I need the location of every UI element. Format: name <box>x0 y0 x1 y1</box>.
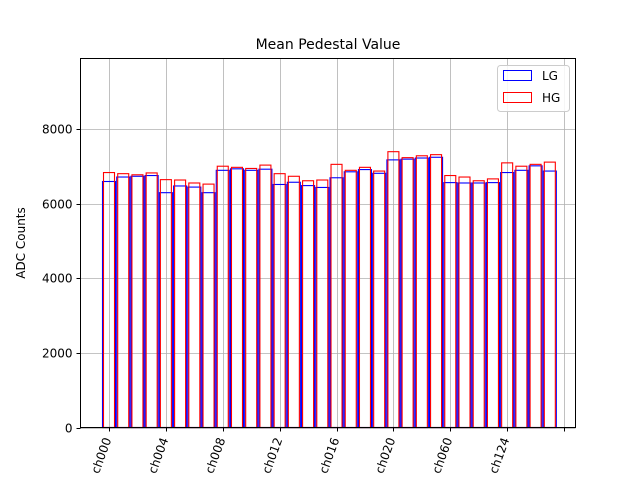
bar-lg-23 <box>429 156 444 429</box>
bar-lg-18 <box>357 169 373 429</box>
bar-hg-31 <box>543 161 556 429</box>
x-tick-label: ch060 <box>429 436 455 476</box>
bar-hg-4 <box>159 179 172 429</box>
y-tick-label: 4000 <box>42 272 73 286</box>
legend-label-hg: HG <box>542 91 560 105</box>
bar-lg-27 <box>485 182 500 429</box>
bar-lg-4 <box>158 192 173 429</box>
legend-box <box>497 65 570 112</box>
bar-lg-14 <box>301 185 316 429</box>
bar-hg-17 <box>344 169 357 429</box>
legend-swatch-lg <box>503 70 532 81</box>
grid-lines <box>80 58 576 429</box>
bar-lg-1 <box>116 176 131 429</box>
x-tick-label: ch016 <box>316 436 342 476</box>
legend: LG HG <box>497 65 570 112</box>
bar-hg-29 <box>515 165 528 429</box>
y-axis-label: ADC Counts <box>14 207 28 279</box>
bar-hg-10 <box>245 167 258 429</box>
bar-lg-11 <box>258 168 273 429</box>
bar-hg-1 <box>117 173 130 429</box>
bar-hg-0 <box>102 172 116 429</box>
bar-lg-8 <box>215 169 230 429</box>
bar-hg-13 <box>287 175 300 429</box>
y-tick-label: 8000 <box>42 123 73 137</box>
bar-hg-16 <box>330 163 343 429</box>
y-tick-label: 0 <box>65 422 73 436</box>
bar-hg-15 <box>316 179 329 429</box>
bar-hg-23 <box>430 154 443 429</box>
bar-hg-30 <box>529 163 542 429</box>
x-axis-ticks: ch000 ch004 ch008 ch012 ch016 ch020 ch060 ch124 <box>88 427 565 476</box>
bar-lg-26 <box>471 182 486 429</box>
bar-lg-30 <box>528 165 543 429</box>
bar-lg-15 <box>315 186 330 429</box>
bar-hg-9 <box>230 166 244 429</box>
bar-hg-6 <box>188 182 201 429</box>
bar-hg-12 <box>273 173 286 429</box>
x-tick-label: ch004 <box>145 436 171 476</box>
bar-hg-3 <box>145 172 158 429</box>
bar-hg-8 <box>216 165 229 429</box>
x-tick-label: ch012 <box>259 436 285 476</box>
bar-lg-12 <box>272 183 287 429</box>
x-tick-label: ch008 <box>202 436 228 476</box>
bar-hg-14 <box>302 180 315 429</box>
bars-group <box>101 151 557 429</box>
bar-lg-16 <box>329 177 344 429</box>
bar-lg-25 <box>457 182 472 429</box>
bar-lg-0 <box>101 180 117 429</box>
y-tick-label: 2000 <box>42 347 73 361</box>
bar-lg-6 <box>187 186 202 429</box>
x-tick-label: ch124 <box>486 436 512 476</box>
x-tick-label: ch000 <box>88 436 114 476</box>
bar-lg-2 <box>130 175 145 429</box>
bar-hg-25 <box>458 176 471 429</box>
bar-hg-26 <box>472 180 485 429</box>
bar-hg-22 <box>415 155 428 429</box>
bar-lg-29 <box>514 169 529 429</box>
bar-hg-5 <box>174 179 187 429</box>
bar-hg-21 <box>401 157 414 429</box>
bar-lg-22 <box>414 157 429 429</box>
bar-lg-7 <box>201 192 216 429</box>
bar-hg-27 <box>486 178 499 429</box>
bar-lg-21 <box>400 158 415 429</box>
bar-lg-5 <box>173 185 188 429</box>
bar-hg-2 <box>131 174 144 429</box>
x-tick-label: ch020 <box>372 436 398 476</box>
bar-lg-3 <box>144 174 159 429</box>
bar-hg-7 <box>202 183 215 429</box>
plot-frame <box>80 58 576 428</box>
bar-hg-19 <box>373 170 386 429</box>
y-tick-label: 6000 <box>42 198 73 212</box>
bar-lg-17 <box>343 171 358 429</box>
bar-lg-13 <box>286 181 301 429</box>
y-axis-ticks: 0 2000 4000 6000 8000 <box>42 123 81 436</box>
chart-title: Mean Pedestal Value <box>256 37 401 53</box>
bar-lg-9 <box>229 168 245 429</box>
bar-lg-10 <box>244 169 259 429</box>
bar-lg-19 <box>372 172 387 429</box>
bar-hg-18 <box>358 166 372 429</box>
bar-lg-31 <box>542 170 557 429</box>
legend-swatch-hg <box>503 92 532 103</box>
legend-label-lg: LG <box>542 69 558 83</box>
